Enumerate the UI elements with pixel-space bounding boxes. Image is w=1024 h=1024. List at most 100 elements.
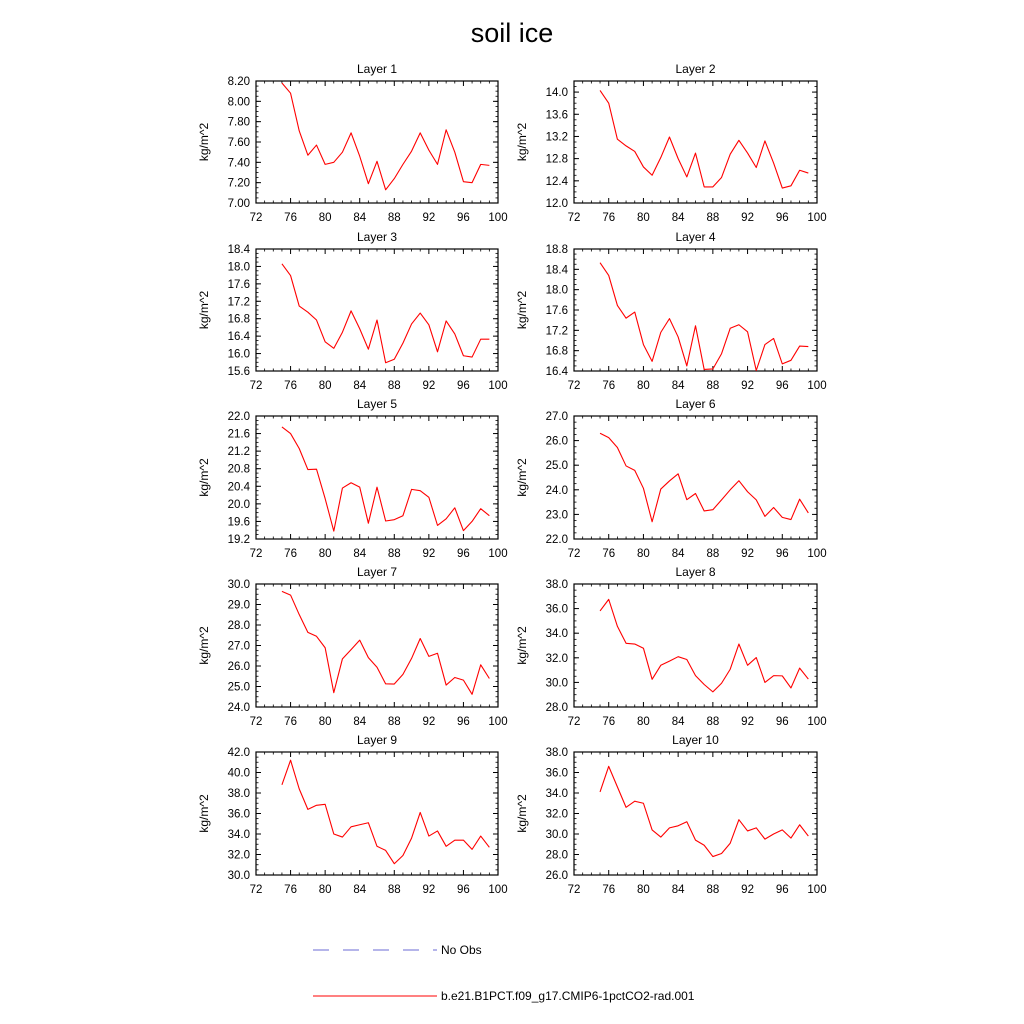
y-tick-label: 20.0 — [228, 499, 250, 511]
x-tick-label: 84 — [672, 212, 685, 224]
y-tick-label: 22.0 — [546, 534, 568, 546]
x-tick-label: 84 — [672, 548, 685, 560]
x-tick-label: 84 — [353, 716, 366, 728]
x-tick-label: 80 — [637, 548, 650, 560]
x-tick-label: 84 — [353, 548, 366, 560]
panel-title: Layer 8 — [675, 565, 715, 579]
panel-layer-7: Layer 7 72 76 80 84 88 92 96 100 24.0 25.0 26.0 27.0… — [197, 565, 508, 728]
panel-layer-1: Layer 1 72 76 80 84 88 92 96 100 7.00 7.20 7.40 7.60… — [197, 62, 508, 224]
x-tick-label: 100 — [807, 380, 826, 392]
x-tick-label: 72 — [568, 716, 581, 728]
x-tick-label: 76 — [602, 380, 615, 392]
x-tick-label: 100 — [807, 212, 826, 224]
y-tick-label: 28.0 — [546, 850, 568, 862]
x-tick-label: 76 — [284, 716, 297, 728]
x-tick-label: 100 — [807, 884, 826, 896]
x-tick-label: 88 — [706, 548, 719, 560]
x-tick-label: 92 — [741, 380, 754, 392]
panel-layer-10: Layer 10 72 76 80 84 88 92 96 100 26.0 28.0 30.0 32.… — [515, 733, 827, 896]
y-tick-label: 18.0 — [228, 261, 250, 273]
x-tick-label: 76 — [602, 548, 615, 560]
panel-layer-2: Layer 2 72 76 80 84 88 92 96 100 12.0 12.4 12.8 13.2… — [515, 62, 827, 224]
y-axis-label: kg/m^2 — [515, 458, 529, 497]
panel-title: Layer 5 — [357, 397, 397, 411]
x-tick-label: 96 — [457, 548, 470, 560]
series-line — [281, 426, 490, 532]
x-tick-label: 72 — [250, 884, 263, 896]
panel-title: Layer 3 — [357, 230, 397, 244]
series-line — [599, 90, 809, 189]
x-tick-label: 84 — [353, 212, 366, 224]
y-tick-label: 16.8 — [546, 346, 568, 358]
y-tick-label: 25.0 — [546, 460, 568, 472]
x-tick-label: 92 — [741, 212, 754, 224]
x-tick-label: 72 — [250, 380, 263, 392]
legend-label-no-obs: No Obs — [441, 943, 482, 957]
x-tick-label: 76 — [602, 212, 615, 224]
y-tick-label: 30.0 — [228, 579, 250, 591]
y-tick-label: 12.8 — [546, 154, 568, 166]
y-tick-label: 17.2 — [228, 296, 250, 308]
x-tick-label: 96 — [457, 212, 470, 224]
x-tick-label: 80 — [637, 884, 650, 896]
x-tick-label: 92 — [422, 380, 435, 392]
x-tick-label: 96 — [776, 212, 789, 224]
x-tick-label: 72 — [568, 380, 581, 392]
x-tick-label: 92 — [741, 548, 754, 560]
y-tick-label: 24.0 — [228, 702, 250, 714]
x-tick-label: 80 — [319, 884, 332, 896]
panel-layer-6: Layer 6 72 76 80 84 88 92 96 100 22.0 23.0 24.0 25.0… — [515, 397, 827, 560]
y-tick-label: 14.0 — [546, 87, 568, 99]
x-tick-label: 100 — [488, 548, 507, 560]
y-tick-label: 7.80 — [228, 117, 250, 129]
y-tick-label: 18.4 — [546, 264, 569, 276]
y-axis-label: kg/m^2 — [515, 291, 529, 330]
x-tick-label: 76 — [284, 380, 297, 392]
y-axis-label: kg/m^2 — [515, 794, 529, 833]
figure-title: soil ice — [471, 18, 554, 48]
plot-frame — [255, 751, 499, 876]
y-tick-label: 38.0 — [228, 788, 250, 800]
y-tick-label: 8.00 — [228, 96, 250, 108]
x-tick-label: 100 — [488, 380, 507, 392]
x-tick-label: 72 — [250, 548, 263, 560]
y-tick-label: 7.00 — [228, 198, 250, 210]
x-tick-label: 88 — [388, 884, 401, 896]
x-tick-label: 84 — [353, 380, 366, 392]
panel-layer-5: Layer 5 72 76 80 84 88 92 96 100 19.2 19.6 20.0 20.4… — [197, 397, 508, 560]
x-tick-label: 88 — [388, 548, 401, 560]
x-tick-label: 88 — [706, 212, 719, 224]
x-tick-label: 100 — [488, 884, 507, 896]
plot-frame — [255, 583, 499, 708]
x-tick-label: 80 — [319, 716, 332, 728]
panel-layer-4: Layer 4 72 76 80 84 88 92 96 100 16.4 16.8 17.2 17.6… — [515, 230, 827, 392]
y-tick-label: 30.0 — [546, 677, 568, 689]
x-tick-label: 72 — [250, 716, 263, 728]
series-line — [281, 590, 490, 695]
y-tick-label: 28.0 — [228, 620, 250, 632]
panel-title: Layer 2 — [675, 62, 715, 76]
y-tick-label: 16.4 — [228, 331, 251, 343]
x-tick-label: 96 — [776, 884, 789, 896]
series-line — [281, 759, 490, 865]
y-tick-label: 18.8 — [546, 244, 568, 256]
series-line — [599, 598, 809, 693]
x-tick-label: 96 — [457, 884, 470, 896]
panel-title: Layer 4 — [675, 230, 715, 244]
x-tick-label: 80 — [319, 548, 332, 560]
x-tick-label: 88 — [388, 716, 401, 728]
x-tick-label: 96 — [457, 716, 470, 728]
legend-label-model-run: b.e21.B1PCT.f09_g17.CMIP6-1pctCO2-rad.00… — [441, 989, 695, 1003]
y-tick-label: 16.4 — [546, 366, 569, 378]
x-tick-label: 76 — [284, 212, 297, 224]
panel-title: Layer 9 — [357, 733, 397, 747]
y-tick-label: 20.8 — [228, 464, 250, 476]
y-tick-label: 26.0 — [228, 661, 250, 673]
x-tick-label: 100 — [488, 212, 507, 224]
y-axis-label: kg/m^2 — [515, 626, 529, 665]
x-tick-label: 88 — [706, 380, 719, 392]
x-tick-label: 92 — [422, 212, 435, 224]
y-tick-label: 16.8 — [228, 314, 250, 326]
y-tick-label: 12.0 — [546, 198, 568, 210]
